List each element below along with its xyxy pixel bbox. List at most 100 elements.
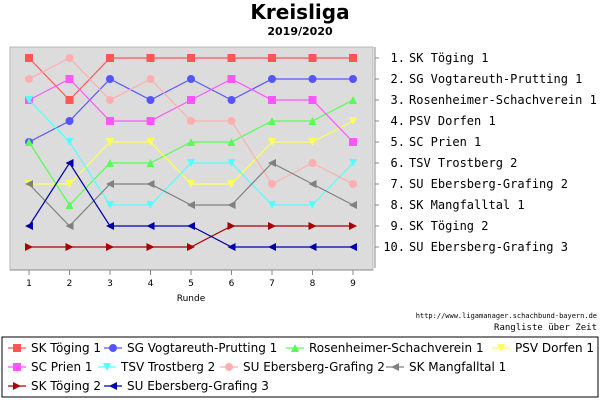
data-point: [106, 138, 114, 146]
legend-label: SK Mangfalltal 1: [409, 360, 506, 374]
data-point: [65, 54, 74, 62]
data-point: [106, 201, 114, 209]
x-axis-title: Runde: [177, 294, 206, 304]
data-point: [65, 222, 74, 230]
series-8: [25, 159, 357, 230]
x-tick-label: 3: [107, 279, 113, 289]
legend-item: SG Vogtareuth-Prutting 1: [104, 341, 277, 355]
data-point: [187, 117, 195, 125]
y-tick-label: SC Prien 1: [409, 135, 481, 149]
data-point: [308, 117, 317, 125]
data-point: [349, 222, 357, 230]
data-point: [308, 96, 317, 104]
source-url: http://www.ligamanager.schachbund-bayern…: [416, 312, 597, 320]
data-point: [268, 117, 276, 125]
y-tick-label: SU Ebersberg-Grafing 2: [409, 177, 568, 191]
data-point: [146, 75, 155, 83]
x-tick-label: 5: [188, 279, 194, 289]
series-4: [25, 117, 357, 188]
y-tick-label: 2.: [391, 72, 405, 86]
data-point: [349, 180, 357, 188]
y-tick-label: 8.: [391, 198, 405, 212]
data-point: [106, 117, 114, 125]
x-tick-label: 6: [229, 279, 235, 289]
y-tick-label: 4.: [391, 114, 405, 128]
legend-marker: [291, 344, 299, 352]
legend-label: PSV Dorfen 1: [515, 341, 594, 355]
data-point: [268, 159, 276, 167]
data-point: [268, 54, 276, 62]
data-point: [187, 96, 195, 104]
data-point: [227, 117, 236, 125]
data-point: [349, 159, 357, 167]
y-tick-label: SG Vogtareuth-Prutting 1: [409, 72, 582, 86]
data-point: [25, 243, 33, 251]
chart-title: Kreisliga: [250, 0, 349, 24]
data-point: [349, 243, 357, 251]
data-point: [25, 222, 33, 230]
data-point: [349, 96, 357, 104]
data-point: [227, 180, 236, 188]
data-point: [349, 138, 357, 146]
legend-item: SK Mangfalltal 1: [386, 360, 506, 374]
data-point: [268, 222, 276, 230]
data-point: [308, 201, 317, 209]
y-tick-label: 3.: [391, 93, 405, 107]
x-tick-label: 4: [148, 279, 154, 289]
data-point: [146, 138, 155, 146]
data-point: [106, 96, 114, 104]
x-tick-label: 7: [269, 279, 275, 289]
data-point: [25, 54, 33, 62]
legend-label: Rosenheimer-Schachverein 1: [309, 341, 484, 355]
data-point: [227, 201, 236, 209]
data-point: [65, 138, 74, 146]
data-point: [349, 54, 357, 62]
data-point: [308, 159, 317, 167]
y-tick-label: 7.: [391, 177, 405, 191]
data-point: [106, 222, 114, 230]
data-point: [106, 75, 114, 83]
legend-label: SU Ebersberg-Grafing 3: [127, 379, 269, 393]
data-point: [146, 243, 155, 251]
data-point: [25, 96, 33, 104]
chart-caption: Rangliste über Zeit: [494, 323, 597, 333]
data-point: [65, 75, 74, 83]
series-6: [25, 96, 357, 209]
legend-marker: [225, 363, 233, 371]
data-point: [65, 117, 74, 125]
legend-marker: [109, 382, 117, 390]
data-point: [25, 180, 33, 188]
data-point: [65, 201, 74, 209]
legend: SK Töging 1 SG Vogtareuth-Prutting 1 Rosen…: [8, 341, 594, 393]
legend-item: SK Töging 2: [8, 379, 101, 393]
data-point: [308, 138, 317, 146]
x-tick-label: 9: [350, 279, 356, 289]
y-tick-label: SK Mangfalltal 1: [409, 198, 525, 212]
data-point: [146, 117, 155, 125]
data-point: [187, 180, 195, 188]
legend-label: SU Ebersberg-Grafing 2: [243, 360, 385, 374]
data-point: [65, 243, 74, 251]
chart-subtitle: 2019/2020: [267, 25, 333, 38]
legend-marker: [13, 344, 21, 352]
data-point: [268, 180, 276, 188]
data-point: [308, 54, 317, 62]
data-point: [308, 222, 317, 230]
legend-item: SK Töging 1: [8, 341, 101, 355]
series-10: [25, 159, 357, 251]
data-point: [106, 180, 114, 188]
data-point: [187, 222, 195, 230]
legend-item: TSV Trostberg 2: [98, 360, 215, 374]
rank-labels: 1. SK Töging 1 2. SG Vogtareuth-Prutting 1 3…: [375, 51, 597, 254]
x-tick-label: 2: [67, 279, 73, 289]
data-point: [268, 201, 276, 209]
data-point: [106, 54, 114, 62]
data-point: [146, 54, 155, 62]
data-point: [227, 159, 236, 167]
series-7: [25, 54, 357, 188]
legend-item: Rosenheimer-Schachverein 1: [286, 341, 484, 355]
series-3: [25, 96, 357, 209]
legend-label: SK Töging 2: [31, 379, 101, 393]
data-point: [268, 75, 276, 83]
